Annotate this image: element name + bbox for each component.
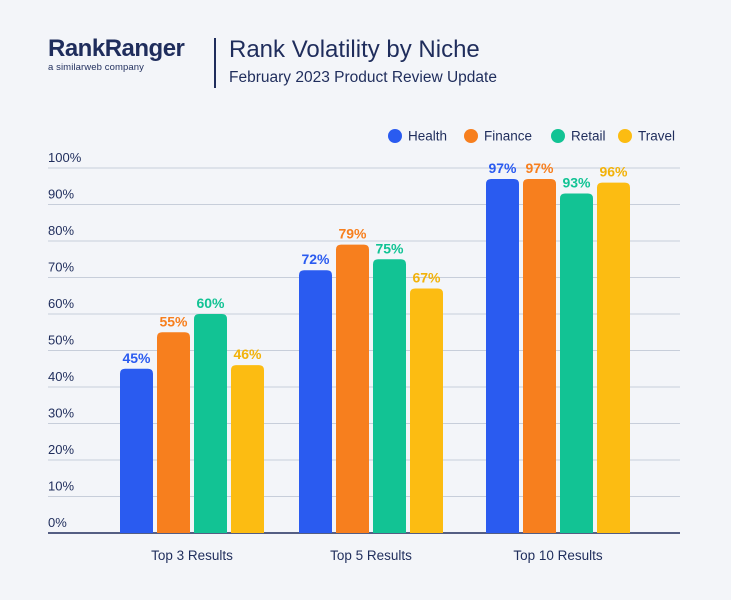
y-tick-label: 90% (48, 187, 74, 202)
y-tick-label: 80% (48, 223, 74, 238)
bar-health-1 (120, 368, 153, 533)
bar-health-3 (486, 178, 519, 533)
bar-health-2 (299, 270, 332, 533)
legend-swatch-travel (618, 129, 632, 143)
y-tick-label: 0% (48, 515, 67, 530)
data-label: 60% (196, 295, 225, 311)
chart-subtitle: February 2023 Product Review Update (229, 69, 497, 86)
y-tick-label: 40% (48, 369, 74, 384)
data-label: 45% (122, 350, 151, 366)
x-tick-label: Top 5 Results (330, 548, 412, 563)
chart-title: Rank Volatility by Niche (229, 36, 480, 63)
x-tick-label: Top 10 Results (513, 548, 603, 563)
y-tick-label: 20% (48, 442, 74, 457)
legend-swatch-health (388, 129, 402, 143)
bar-finance-1 (157, 332, 190, 533)
bar-finance-2 (336, 244, 369, 533)
bar-travel-1 (231, 365, 264, 533)
y-tick-label: 10% (48, 479, 74, 494)
logo-wordmark: RankRanger (48, 35, 185, 62)
bar-retail-3 (560, 193, 593, 534)
data-label: 96% (599, 164, 628, 180)
logo-tagline: a similarweb company (48, 62, 144, 73)
rankranger-logo: RankRanger a similarweb company (48, 35, 203, 74)
y-tick-label: 30% (48, 406, 74, 421)
legend-swatch-retail (551, 129, 565, 143)
bar-travel-2 (410, 288, 443, 533)
legend-label-health: Health (408, 129, 447, 144)
legend-label-retail: Retail (571, 129, 606, 144)
x-axis: Top 3 Results Top 5 Results Top 10 Results (151, 548, 603, 563)
legend-swatch-finance (464, 129, 478, 143)
legend-label-travel: Travel (638, 129, 675, 144)
bar-travel-3 (597, 182, 630, 533)
y-tick-label: 100% (48, 150, 82, 165)
data-label: 97% (525, 160, 554, 176)
legend-label-finance: Finance (484, 129, 532, 144)
bar-retail-1 (194, 314, 227, 533)
bar-finance-3 (523, 178, 556, 533)
header-divider (214, 38, 216, 88)
y-axis: 0% 10% 20% 30% 40% 50% 60% 70% 80% 90% 100% (48, 150, 82, 530)
data-label: 79% (338, 226, 367, 242)
data-label: 72% (301, 251, 330, 267)
bars (120, 178, 630, 534)
data-label: 75% (375, 240, 404, 256)
data-label: 55% (159, 313, 188, 329)
y-tick-label: 50% (48, 333, 74, 348)
y-tick-label: 60% (48, 296, 74, 311)
x-tick-label: Top 3 Results (151, 548, 233, 563)
data-label: 97% (488, 160, 517, 176)
data-labels: 45% 55% 60% 46% 72% 79% 75% 67% 97% 97% 93% 96% (122, 160, 628, 366)
data-label: 93% (562, 175, 591, 191)
bar-retail-2 (373, 259, 406, 533)
legend: Health Finance Retail Travel (388, 129, 675, 144)
data-label: 67% (412, 269, 441, 285)
data-label: 46% (233, 346, 262, 362)
y-tick-label: 70% (48, 260, 74, 275)
